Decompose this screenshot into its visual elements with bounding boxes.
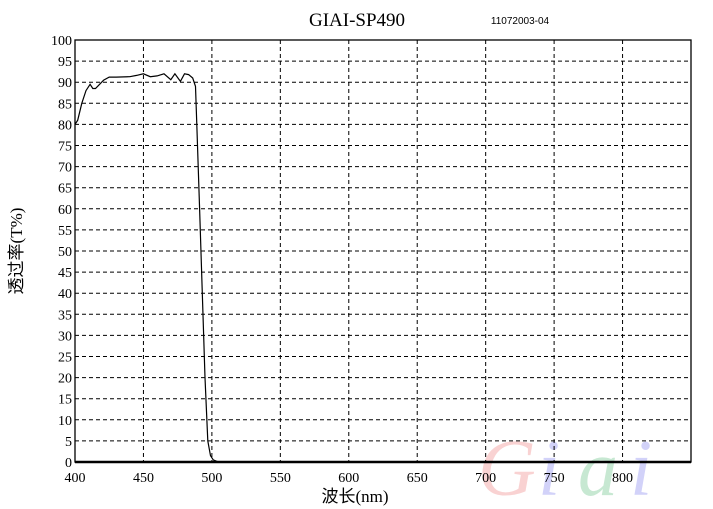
- y-tick-label: 20: [58, 372, 72, 387]
- svg-text:i: i: [630, 425, 652, 509]
- x-tick-label: 550: [270, 471, 291, 486]
- y-tick-label: 100: [51, 34, 72, 49]
- y-tick-label: 80: [58, 118, 72, 133]
- x-tick-label: 800: [612, 471, 633, 486]
- y-tick-label: 55: [58, 224, 72, 239]
- y-tick-label: 65: [58, 182, 72, 197]
- y-tick-label: 35: [58, 308, 72, 323]
- y-tick-label: 15: [58, 393, 72, 408]
- x-tick-label: 500: [201, 471, 222, 486]
- y-tick-label: 85: [58, 97, 72, 112]
- y-tick-label: 90: [58, 76, 72, 91]
- y-tick-label: 25: [58, 351, 72, 366]
- x-tick-label: 650: [407, 471, 428, 486]
- y-tick-label: 45: [58, 266, 72, 281]
- x-tick-label: 750: [544, 471, 565, 486]
- y-tick-label: 5: [65, 435, 72, 450]
- y-tick-label: 75: [58, 140, 72, 155]
- transmission-curve: [74, 72, 691, 463]
- y-tick-label: 70: [58, 161, 72, 176]
- y-tick-label: 95: [58, 55, 72, 70]
- y-tick-label: 30: [58, 329, 72, 344]
- y-tick-label: 50: [58, 245, 72, 260]
- y-axis-label: 透过率(T%): [7, 208, 26, 295]
- y-tick-label: 40: [58, 287, 72, 302]
- watermark-logo: G i a i: [478, 425, 652, 509]
- svg-text:a: a: [578, 425, 618, 509]
- x-tick-label: 600: [338, 471, 359, 486]
- y-tick-label: 0: [65, 456, 72, 471]
- x-tick-label: 700: [475, 471, 496, 486]
- y-tick-label: 60: [58, 203, 72, 218]
- y-tick-label: 10: [58, 414, 72, 429]
- x-tick-label: 450: [133, 471, 154, 486]
- chart-title: GIAI-SP490: [309, 10, 405, 31]
- svg-text:G: G: [478, 425, 536, 509]
- x-axis-label: 波长(nm): [321, 487, 388, 506]
- x-tick-label: 400: [65, 471, 86, 486]
- chart-subtitle: 11072003-04: [491, 16, 550, 27]
- svg-text:i: i: [538, 425, 560, 509]
